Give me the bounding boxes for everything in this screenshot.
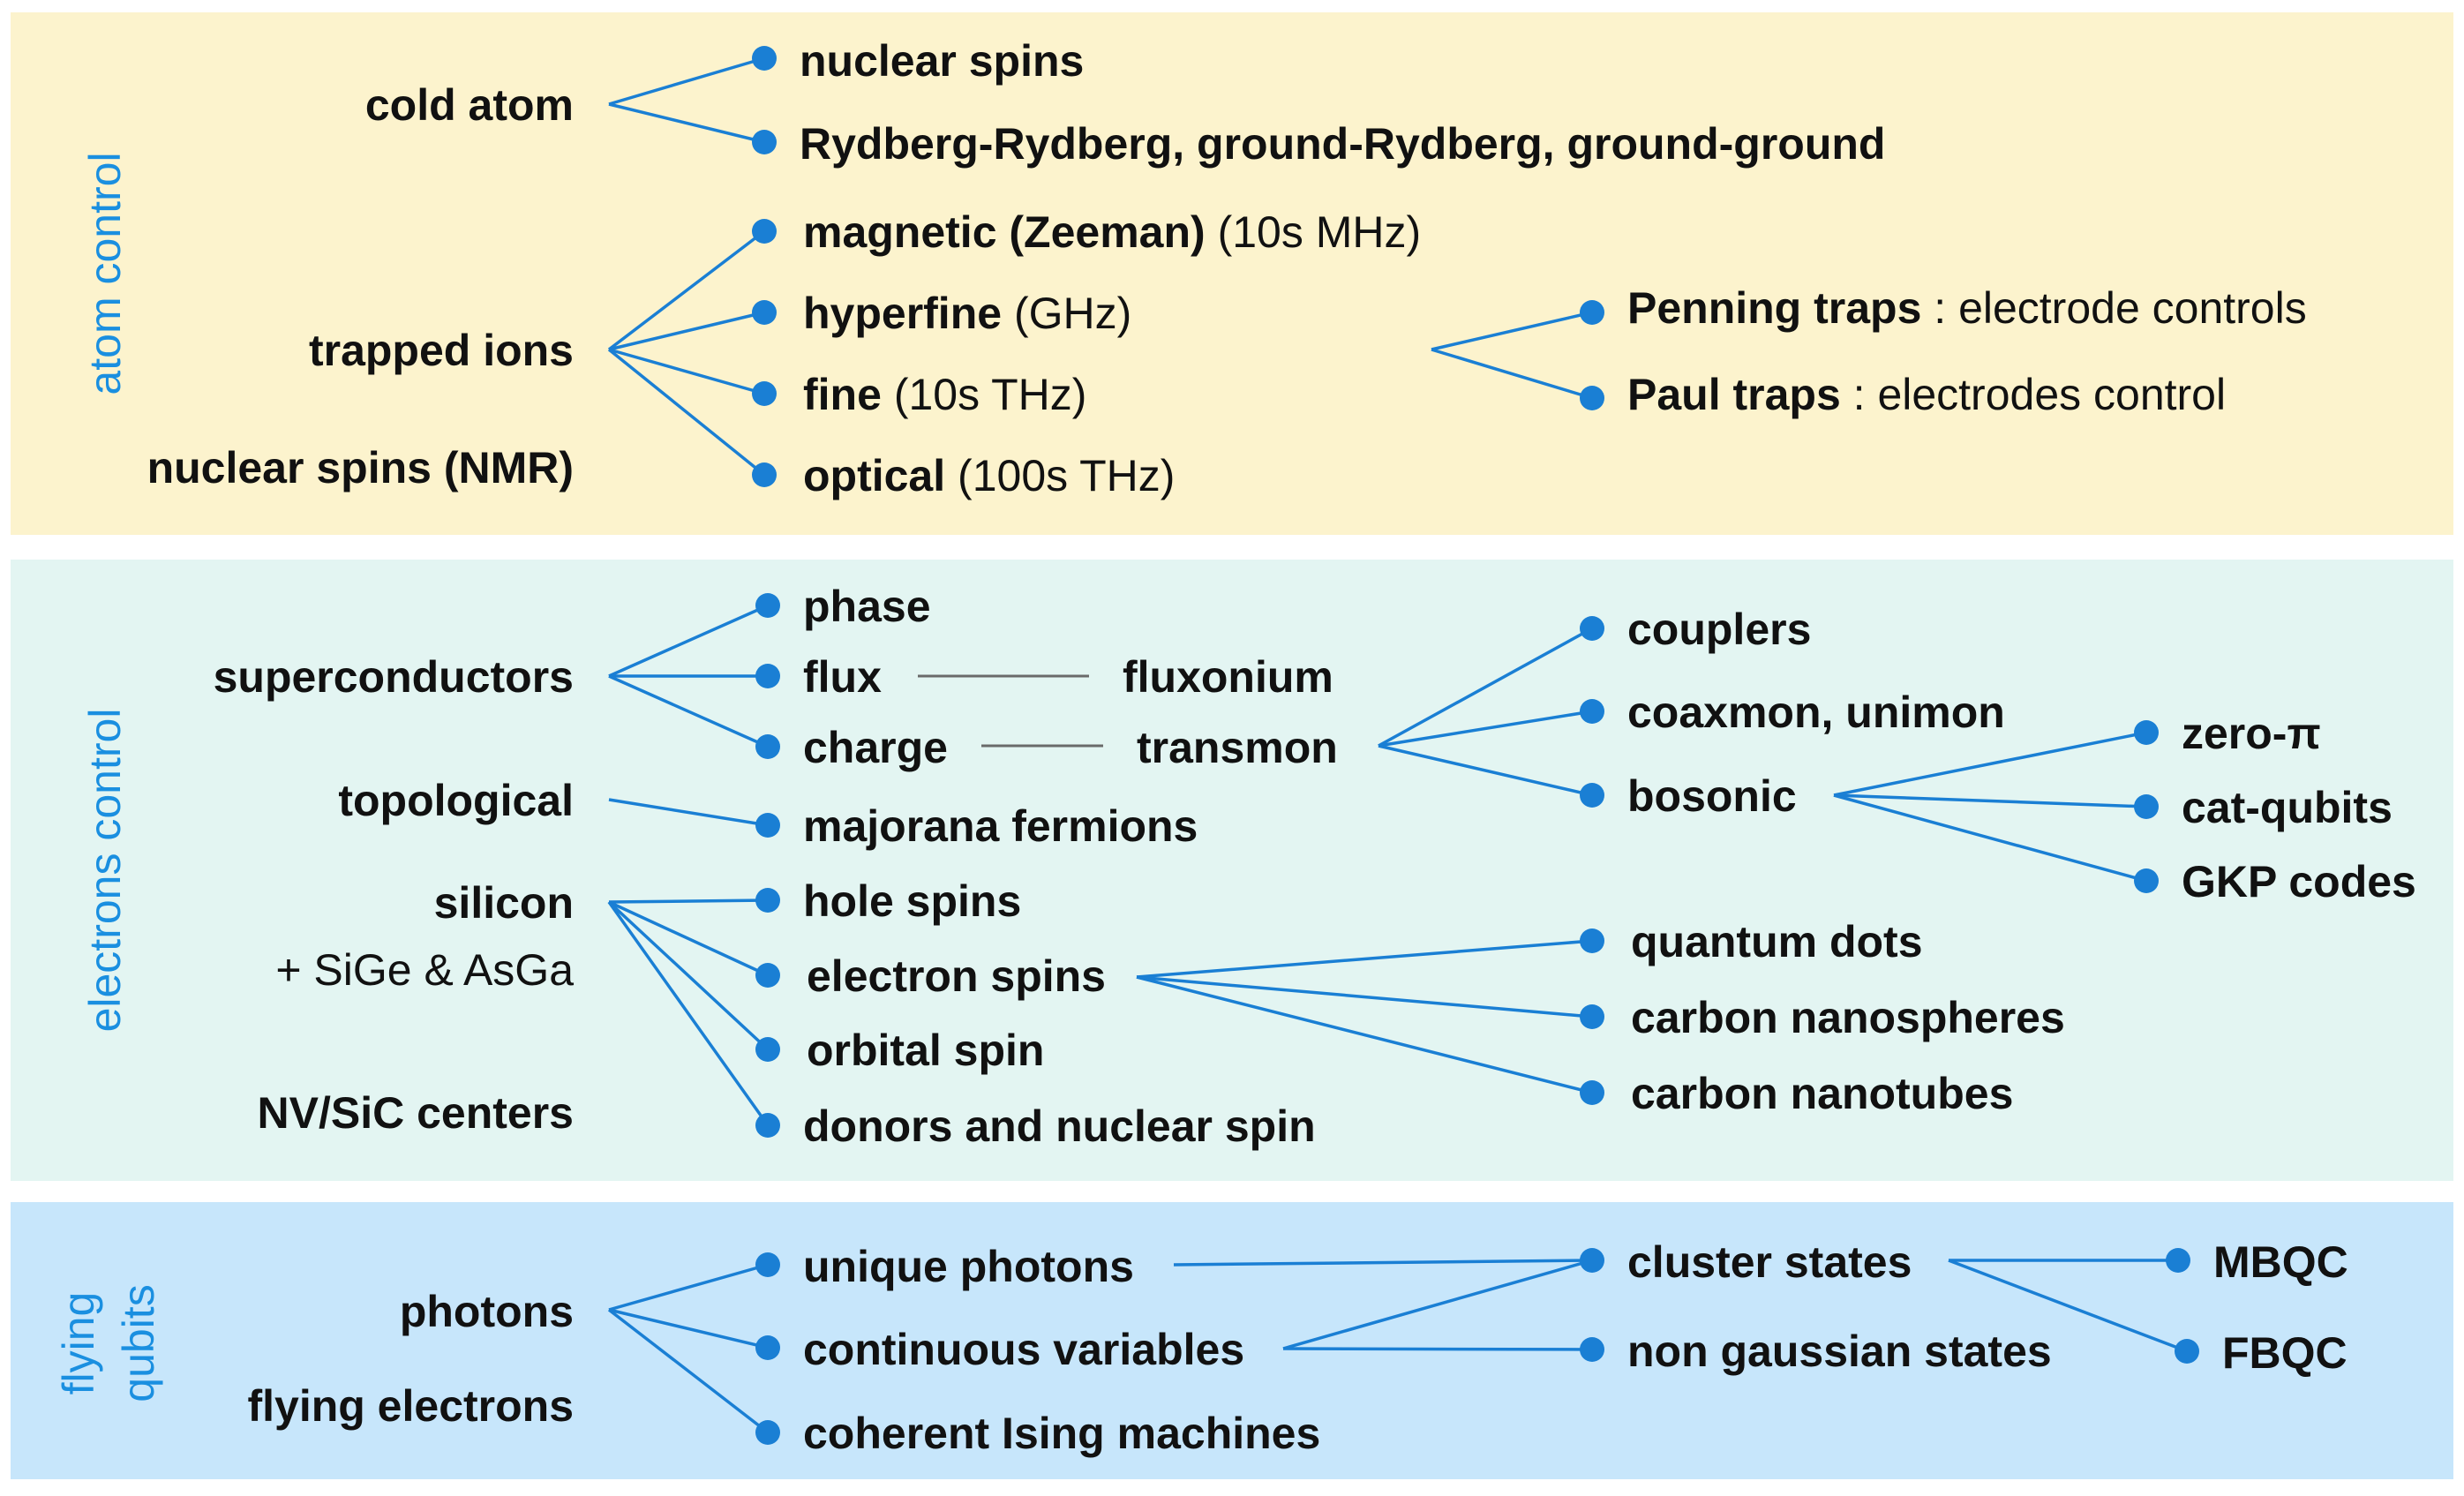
node-dot xyxy=(755,1252,780,1277)
atom-dots xyxy=(752,46,1604,487)
label-hole-spins: hole spins xyxy=(803,876,1021,926)
node-dot xyxy=(1580,699,1604,724)
label-hyperfine: hyperfine (GHz) xyxy=(803,289,1131,338)
electron-edges xyxy=(607,604,2147,1127)
label-coaxmon-unimon: coaxmon, unimon xyxy=(1627,688,2005,737)
node-dot xyxy=(1580,1080,1604,1105)
label-electron-spins: electron spins xyxy=(807,951,1106,1001)
node-dot xyxy=(755,1113,780,1138)
node-dot xyxy=(1580,616,1604,641)
label-phase: phase xyxy=(803,582,931,631)
label-fluxonium: fluxonium xyxy=(1123,652,1333,702)
label-charge: charge xyxy=(803,723,948,772)
label-unique-photons: unique photons xyxy=(803,1242,1134,1291)
label-quantum-dots: quantum dots xyxy=(1631,917,1923,966)
label-flux: flux xyxy=(803,652,882,702)
node-dot xyxy=(2134,794,2159,819)
label-non-gaussian: non gaussian states xyxy=(1627,1327,2052,1376)
label-carbon-nanotubes: carbon nanotubes xyxy=(1631,1069,2013,1118)
label-cat-qubits: cat-qubits xyxy=(2182,783,2393,832)
label-cold-atom: cold atom xyxy=(365,80,574,130)
node-dot xyxy=(755,1335,780,1360)
node-dot xyxy=(755,888,780,913)
section-atom-control xyxy=(11,12,2453,535)
label-mbqc: MBQC xyxy=(2213,1237,2348,1287)
node-dot xyxy=(1580,783,1604,808)
label-topological: topological xyxy=(338,776,574,825)
label-coherent-ising: coherent Ising machines xyxy=(803,1409,1320,1458)
section-title-flying-line1: flying xyxy=(54,1292,103,1395)
node-dot xyxy=(755,963,780,988)
label-nv-sic: NV/SiC centers xyxy=(258,1088,574,1138)
label-zero-pi: zero-π xyxy=(2182,709,2321,758)
section-electrons-control xyxy=(11,560,2453,1181)
node-dot xyxy=(755,813,780,838)
label-paul-traps: Paul traps : electrodes control xyxy=(1627,370,2226,419)
label-cluster-states: cluster states xyxy=(1627,1237,1912,1287)
label-gkp-codes: GKP codes xyxy=(2182,857,2416,906)
node-dot xyxy=(755,734,780,759)
label-silicon: silicon xyxy=(434,878,574,928)
node-dot xyxy=(755,593,780,618)
label-photons: photons xyxy=(400,1287,574,1336)
label-nuclear-spins: nuclear spins xyxy=(800,36,1084,86)
node-dot xyxy=(2166,1248,2190,1273)
label-sige-asga: + SiGe & AsGa xyxy=(275,945,574,995)
label-donors: donors and nuclear spin xyxy=(803,1101,1316,1151)
node-dot xyxy=(752,219,777,244)
flying-dots xyxy=(755,1248,2199,1445)
label-penning-traps: Penning traps : electrode controls xyxy=(1627,283,2307,333)
flying-edges xyxy=(607,1259,2188,1434)
node-dot xyxy=(755,1420,780,1445)
node-dot xyxy=(2134,868,2159,893)
node-dot xyxy=(1580,300,1604,325)
label-flying-electrons: flying electrons xyxy=(247,1381,574,1431)
label-couplers: couplers xyxy=(1627,605,1811,654)
section-flying-qubits xyxy=(11,1202,2453,1479)
label-bosonic: bosonic xyxy=(1627,771,1797,821)
node-dot xyxy=(1580,386,1604,410)
node-dot xyxy=(752,130,777,154)
node-dot xyxy=(1580,928,1604,953)
electron-dots xyxy=(755,593,2159,1138)
node-dot xyxy=(1580,1248,1604,1273)
label-optical: optical (100s THz) xyxy=(803,451,1175,500)
section-title-electrons: electrons control xyxy=(80,709,130,1033)
label-orbital-spin: orbital spin xyxy=(807,1026,1044,1075)
label-fine: fine (10s THz) xyxy=(803,370,1086,419)
node-dot xyxy=(752,300,777,325)
node-dot xyxy=(752,381,777,406)
label-fbqc: FBQC xyxy=(2222,1328,2348,1378)
node-dot xyxy=(755,1037,780,1062)
label-carbon-nanospheres: carbon nanospheres xyxy=(1631,993,2065,1042)
node-dot xyxy=(2175,1339,2199,1364)
section-title-flying-line2: qubits xyxy=(114,1284,163,1402)
label-transmon: transmon xyxy=(1137,723,1338,772)
label-superconductors: superconductors xyxy=(214,652,574,702)
label-magnetic: magnetic (Zeeman) (10s MHz) xyxy=(803,207,1421,257)
label-nmr: nuclear spins (NMR) xyxy=(147,443,574,492)
label-continuous-variables: continuous variables xyxy=(803,1325,1244,1374)
atom-edges xyxy=(607,56,1593,477)
node-dot xyxy=(755,664,780,688)
label-trapped-ions: trapped ions xyxy=(309,326,574,375)
label-rydberg: Rydberg-Rydberg, ground-Rydberg, ground-… xyxy=(800,119,1885,169)
node-dot xyxy=(2134,720,2159,745)
section-title-atom: atom control xyxy=(80,152,130,395)
node-dot xyxy=(1580,1337,1604,1362)
node-dot xyxy=(752,46,777,71)
node-dot xyxy=(1580,1004,1604,1029)
label-majorana: majorana fermions xyxy=(803,801,1198,851)
node-dot xyxy=(752,462,777,487)
